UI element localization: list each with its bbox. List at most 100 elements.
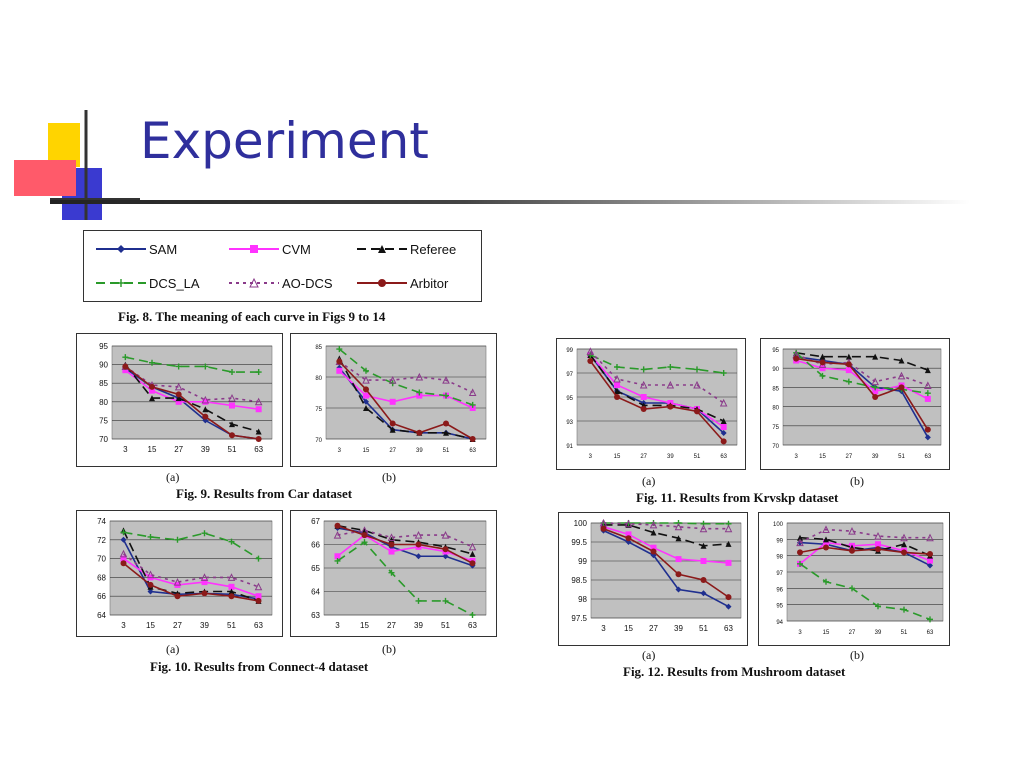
point-cvm: [363, 392, 369, 399]
point-sam: [415, 553, 422, 560]
series-line-dcs_la: [795, 352, 928, 394]
point-ao-dcs: [387, 533, 396, 541]
point-dcs_la: [336, 346, 343, 353]
point-arbitor: [797, 549, 803, 556]
x-tick-label: 15: [148, 445, 157, 454]
x-tick-label: 63: [468, 621, 477, 630]
point-arbitor: [849, 547, 855, 554]
y-tick-label: 80: [99, 398, 108, 407]
slide-corner-decoration: [14, 110, 140, 220]
point-arbitor: [927, 551, 933, 558]
y-tick-label: 90: [772, 367, 779, 373]
point-arbitor: [361, 532, 368, 539]
y-tick-label: 97: [566, 372, 573, 378]
series-line-ao-dcs: [337, 529, 473, 548]
point-arbitor: [363, 386, 369, 393]
point-dcs_la: [174, 536, 181, 543]
point-cvm: [175, 398, 182, 405]
x-tick-label: 27: [387, 621, 396, 630]
point-arbitor: [614, 394, 620, 400]
point-referee: [388, 536, 395, 543]
chart-fig12a: 97.5 98 98.5 99 99.5 100 3 15 27 39 51 63: [571, 518, 742, 633]
x-tick-label: 15: [823, 630, 830, 636]
point-arbitor: [202, 413, 209, 420]
y-tick-label: 100: [773, 522, 784, 528]
y-tick-label: 99: [578, 557, 587, 566]
x-tick-label: 15: [819, 454, 826, 460]
point-arbitor: [587, 358, 594, 364]
point-cvm: [872, 388, 879, 395]
x-tick-label: 51: [441, 621, 450, 630]
point-arbitor: [469, 560, 476, 567]
x-tick-label: 27: [640, 454, 647, 460]
y-tick-label: 75: [315, 407, 322, 413]
x-tick-label: 3: [798, 630, 802, 636]
plot-area: [325, 345, 487, 440]
point-cvm: [202, 398, 209, 405]
point-arbitor: [650, 548, 657, 555]
x-tick-label: 27: [174, 445, 183, 454]
series-line-dcs_la: [123, 531, 259, 560]
series-line-arbitor: [122, 562, 259, 602]
series-line-arbitor: [337, 524, 473, 565]
point-dcs_la: [388, 569, 395, 576]
x-tick-label: 63: [924, 454, 931, 460]
series-line-referee: [603, 524, 729, 547]
chart-fig9a: 70 75 80 85 90 95 3 15 27 39 51 63: [99, 342, 273, 454]
x-tick-label: 15: [146, 621, 155, 630]
point-dcs_la: [469, 612, 476, 618]
point-arbitor: [819, 359, 826, 366]
point-cvm: [927, 557, 933, 564]
series-line-cvm: [123, 557, 259, 597]
chart-fig10b: 63 64 65 66 67 3 15 27 39 51 63: [311, 517, 487, 630]
point-dcs_la: [201, 530, 208, 537]
point-dcs_la: [415, 597, 422, 604]
series-line-referee: [338, 358, 473, 440]
point-dcs_la: [875, 603, 881, 610]
fig12-caption: Fig. 12. Results from Mushroom dataset: [623, 664, 846, 679]
point-dcs_la: [363, 367, 369, 374]
series-line-ao-dcs: [589, 350, 725, 404]
y-tick-label: 80: [315, 376, 322, 382]
point-cvm: [388, 548, 395, 555]
point-arbitor: [228, 593, 235, 600]
point-sam: [675, 586, 682, 593]
slide-title: Experiment: [140, 112, 429, 170]
point-sam: [720, 430, 727, 436]
point-ao-dcs: [228, 393, 236, 402]
point-dcs_la: [849, 585, 855, 592]
point-dcs_la: [694, 366, 700, 373]
y-tick-label: 98: [776, 555, 783, 561]
point-ao-dcs: [848, 527, 856, 535]
point-ao-dcs: [724, 524, 733, 533]
point-arbitor: [625, 535, 632, 542]
x-tick-label: 63: [254, 445, 263, 454]
point-dcs_la: [228, 538, 235, 545]
x-tick-label: 3: [794, 454, 798, 460]
y-tick-label: 66: [97, 592, 106, 601]
point-ao-dcs: [254, 397, 263, 406]
x-tick-label: 15: [624, 624, 633, 633]
point-cvm: [725, 559, 732, 566]
point-referee: [614, 388, 620, 394]
point-dcs_la: [443, 392, 449, 399]
series-line-cvm: [124, 369, 259, 411]
point-arbitor: [924, 426, 931, 433]
chart-fig11a: 91 93 95 97 99 3 15 27 39 51 63: [566, 347, 738, 460]
x-tick-label: 63: [720, 454, 727, 460]
point-cvm: [122, 367, 129, 374]
point-arbitor: [255, 436, 262, 442]
x-tick-label: 39: [875, 630, 882, 636]
y-tick-label: 95: [566, 396, 573, 402]
point-arbitor: [667, 403, 674, 410]
series-line-ao-dcs: [123, 553, 259, 588]
x-tick-label: 27: [389, 448, 396, 454]
point-referee: [443, 429, 449, 436]
legend-label-sam: SAM: [149, 242, 177, 257]
fig8-caption: Fig. 8. The meaning of each curve in Fig…: [118, 309, 386, 324]
legend-marker-ao-dcs: [249, 277, 259, 288]
point-dcs_la: [872, 384, 879, 391]
y-tick-label: 96: [776, 587, 783, 593]
point-ao-dcs: [146, 570, 155, 579]
x-tick-label: 39: [667, 454, 674, 460]
